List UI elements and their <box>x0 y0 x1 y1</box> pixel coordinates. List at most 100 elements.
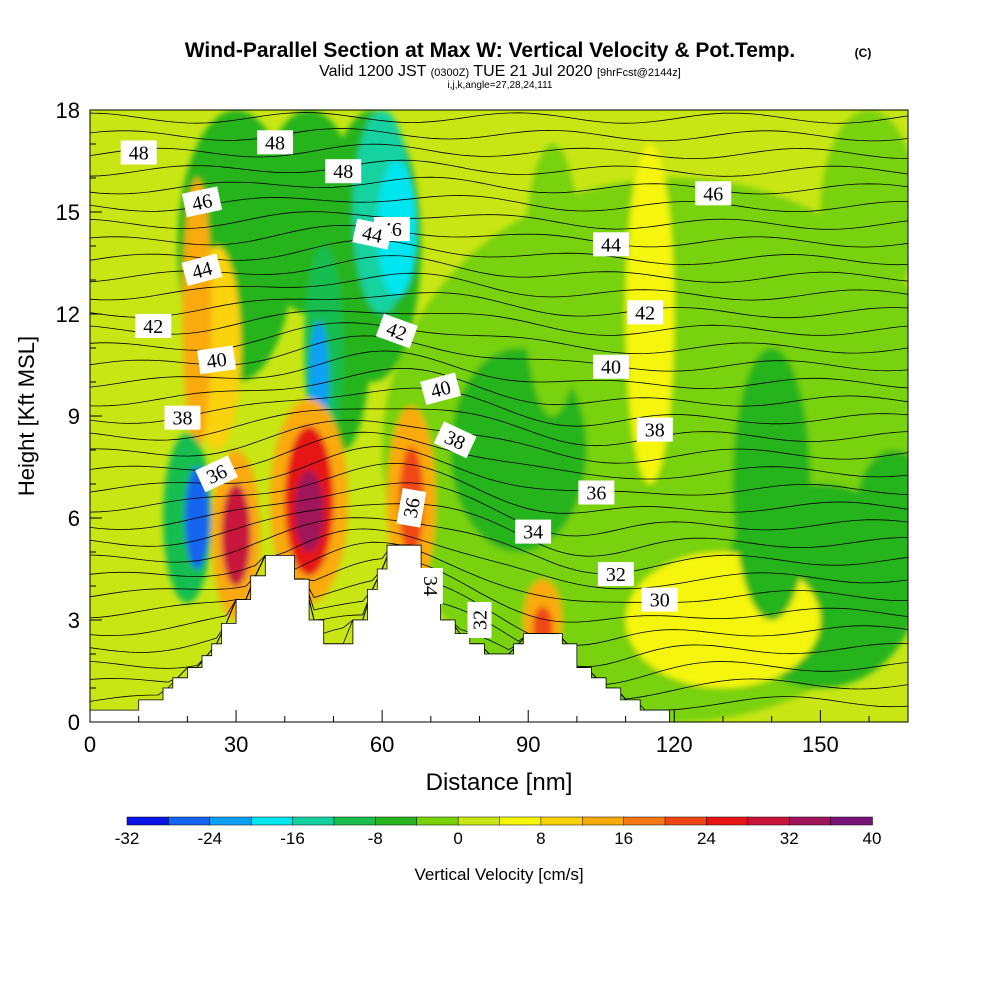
isentrope-line <box>90 272 908 301</box>
valid-time: Valid 1200 JST <box>319 63 427 80</box>
theta-label: 48 <box>257 130 293 155</box>
valid-date: TUE 21 Jul 2020 <box>473 63 592 80</box>
colorbar-swatch <box>250 816 294 826</box>
isentrope-line <box>90 195 908 212</box>
theta-label: 34 <box>515 519 552 544</box>
isentrope-line <box>90 159 908 177</box>
grid-indices: i,j,k,angle=27,28,24,111 <box>448 80 553 91</box>
theta-label: 48 <box>120 140 157 165</box>
velocity-cell <box>523 144 582 416</box>
colorbar-tick-label: 16 <box>614 829 633 848</box>
colorbar-swatch <box>416 816 459 826</box>
isentrope-line <box>90 387 908 427</box>
theta-label-text: 48 <box>265 132 285 154</box>
colorbar-tick-label: 8 <box>536 829 545 848</box>
colorbar-swatch <box>664 816 708 826</box>
velocity-cell <box>820 110 908 314</box>
colorbar-swatch <box>540 816 584 826</box>
theta-label-bg <box>515 519 552 544</box>
colorbar-swatch <box>292 816 335 826</box>
colorbar-swatch <box>333 816 377 826</box>
colorbar-tick-label: 0 <box>453 829 462 848</box>
theta-label: 38 <box>164 405 201 430</box>
theta-label-bg <box>135 313 172 338</box>
isentrope-line <box>90 292 908 319</box>
theta-label-text: 32 <box>606 564 626 586</box>
theta-label-bg <box>420 372 462 406</box>
forecast-info: [9hrFcst@2144z] <box>597 67 681 79</box>
theta-label-text: 48 <box>129 143 149 165</box>
x-axis-label: Distance [nm] <box>426 769 573 796</box>
theta-label-bg <box>627 300 664 325</box>
theta-label: 40 <box>197 345 237 375</box>
theta-label-bg <box>641 587 678 612</box>
velocity-cell <box>854 450 908 586</box>
isentrope-line <box>90 176 908 195</box>
theta-label-bg <box>195 455 238 493</box>
isentrope-line <box>90 128 908 142</box>
velocity-cell <box>182 178 212 450</box>
colorbar: -32 -24 -16 -8 0 8 16 24 32 40 <box>115 816 881 848</box>
theta-label-text: 36 <box>586 483 606 505</box>
colorbar-swatch <box>582 816 625 826</box>
y-tick-label: 9 <box>68 404 80 429</box>
y-tick-label: 3 <box>68 608 80 633</box>
colorbar-swatch <box>788 816 832 826</box>
theta-label-bg <box>375 313 418 349</box>
theta-label-bg <box>197 345 237 375</box>
theta-label-text: 48 <box>333 161 353 183</box>
chart-subtitle: Valid 1200 JST (0300Z) TUE 21 Jul 2020 [… <box>319 63 681 80</box>
y-axis-label: Height [Kft MSL] <box>14 336 39 496</box>
theta-label: 32 <box>597 562 634 587</box>
isentrope-line <box>90 224 908 248</box>
theta-label-text: 36 <box>400 496 425 520</box>
isentrope-line <box>90 143 908 160</box>
colorbar-swatch <box>830 816 873 826</box>
theta-label: 40 <box>420 372 462 406</box>
isentrope-line <box>90 541 908 603</box>
theta-label-bg <box>695 181 732 206</box>
theta-label-bg <box>164 405 201 430</box>
isentrope-line <box>90 255 908 283</box>
x-tick-label: 30 <box>224 732 248 757</box>
theta-label-text: 30 <box>650 590 670 612</box>
x-tick-label: 60 <box>370 732 394 757</box>
isentrope-line <box>90 112 908 124</box>
theta-label-bg <box>636 417 673 442</box>
y-axis: 0 3 6 9 12 15 18 <box>56 98 102 735</box>
theta-label-bg <box>593 232 629 257</box>
theta-label: 30 <box>641 587 678 612</box>
colorbar-tick-label: -32 <box>115 829 140 848</box>
theta-label: 46 <box>695 181 732 206</box>
colorbar-swatch <box>499 816 542 826</box>
theta-label: 42 <box>627 300 664 325</box>
theta-label-bg <box>467 602 492 638</box>
theta-label: 44 <box>593 232 629 257</box>
y-tick-label: 6 <box>68 506 80 531</box>
theta-label-text: 34 <box>419 576 441 596</box>
colorbar-tick-label: 24 <box>697 829 716 848</box>
theta-label-text: 42 <box>635 302 655 324</box>
theta-label: 48 <box>325 159 362 184</box>
x-tick-label: 150 <box>802 732 839 757</box>
theta-label-text: 40 <box>205 349 228 374</box>
x-tick-label: 0 <box>84 732 96 757</box>
theta-label-bg <box>396 487 427 528</box>
colorbar-swatch <box>747 816 790 826</box>
velocity-cell <box>221 484 251 586</box>
isentrope-line <box>90 367 908 407</box>
colorbar-tick-label: 32 <box>780 829 799 848</box>
isentrope-line <box>90 310 908 336</box>
isentrope-line <box>90 408 908 447</box>
theta-label-text: 40 <box>601 357 621 379</box>
y-tick-label: 18 <box>56 98 80 123</box>
colorbar-swatch <box>209 816 252 826</box>
isentrope-line <box>90 446 908 496</box>
isentrope-line <box>90 544 908 646</box>
theta-label: 32 <box>467 602 492 638</box>
theta-label-text: 38 <box>173 408 193 430</box>
colorbar-swatch <box>706 816 749 826</box>
theta-label-bg <box>352 218 393 250</box>
